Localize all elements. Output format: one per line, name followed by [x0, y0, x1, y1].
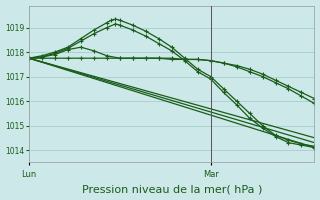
X-axis label: Pression niveau de la mer( hPa ): Pression niveau de la mer( hPa )	[82, 184, 262, 194]
